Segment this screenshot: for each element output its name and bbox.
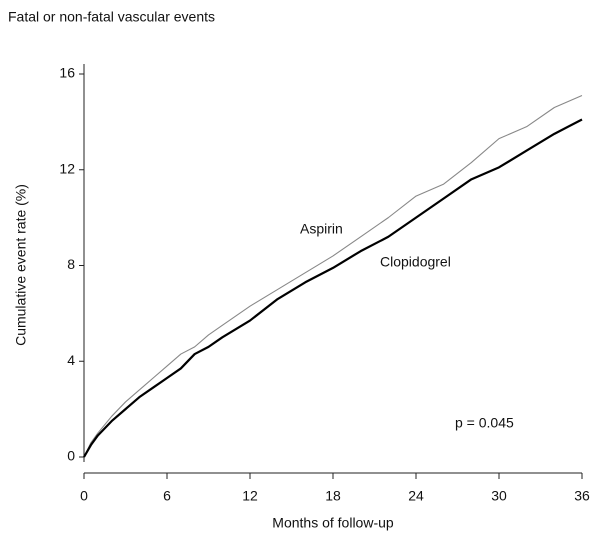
- y-tick-label: 8: [67, 256, 75, 272]
- x-tick-label: 18: [325, 488, 341, 504]
- chart-title: Fatal or non-fatal vascular events: [8, 9, 215, 25]
- x-tick-label: 30: [491, 488, 507, 504]
- x-tick-label: 12: [242, 488, 258, 504]
- y-tick-label: 16: [59, 65, 75, 81]
- annotation: p = 0.045: [455, 415, 514, 431]
- x-tick-label: 36: [574, 488, 590, 504]
- x-tick-label: 6: [163, 488, 171, 504]
- y-axis-label: Cumulative event rate (%): [13, 184, 29, 346]
- y-tick-label: 4: [67, 352, 75, 368]
- x-axis-label: Months of follow-up: [272, 515, 394, 531]
- y-tick-label: 12: [59, 160, 75, 176]
- line-series: [83, 95, 583, 458]
- series-label: Clopidogrel: [380, 254, 451, 270]
- line-series: [83, 118, 583, 458]
- series-label: Aspirin: [300, 221, 343, 237]
- x-tick-label: 24: [408, 488, 424, 504]
- x-tick-label: 0: [80, 488, 88, 504]
- y-tick-label: 0: [67, 448, 75, 464]
